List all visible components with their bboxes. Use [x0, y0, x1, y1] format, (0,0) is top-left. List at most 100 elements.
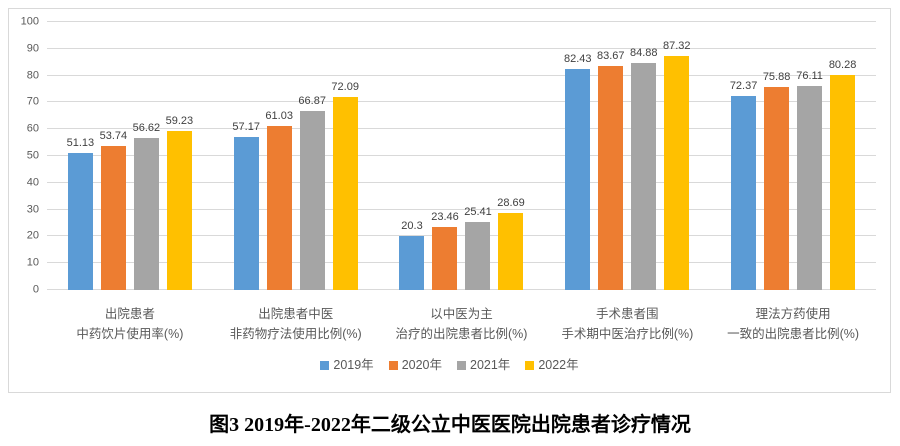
- bar-2022年-cat4: [664, 55, 690, 290]
- gridline: [47, 21, 876, 22]
- bar-2020年-cat2: [266, 126, 292, 290]
- y-axis-tick: 60: [26, 122, 39, 135]
- legend-marker: [320, 360, 330, 370]
- bar-2021年-cat2: [299, 110, 325, 290]
- bar-2022年-cat5: [830, 74, 856, 290]
- bar-group: 20.3 23.46 25.41 28.69: [379, 22, 545, 290]
- bar-value-label: 59.23: [165, 115, 194, 128]
- legend-marker: [525, 360, 535, 370]
- bar-column: 61.03: [265, 22, 293, 290]
- legend-item-2020年: 2020年: [388, 358, 442, 372]
- category-label: 以中医为主治疗的出院患者比例(%): [379, 304, 545, 344]
- bar-value-label: 72.37: [729, 80, 758, 93]
- bar-2019年-cat1: [67, 152, 93, 290]
- bar-value-label: 20.3: [401, 219, 423, 232]
- bar-group: 82.43 83.67 84.88 87.32: [544, 22, 710, 290]
- bar-value-label: 76.11: [796, 70, 823, 83]
- bar-2020年-cat4: [598, 65, 624, 290]
- bar-column: 56.62: [132, 22, 161, 290]
- bar-column: 28.69: [497, 22, 525, 290]
- legend-item-2021年: 2021年: [457, 359, 510, 372]
- legend: 2019年 2020年 2021年 2022年: [9, 359, 890, 372]
- bar-2020年-cat5: [764, 86, 790, 290]
- bar-2021年-cat3: [465, 221, 491, 290]
- y-axis-tick: 90: [26, 42, 39, 55]
- gridline: [47, 235, 876, 237]
- gridline: [47, 181, 876, 183]
- bar-value-label: 28.69: [497, 197, 525, 210]
- bar-value-label: 72.09: [331, 80, 359, 93]
- bar-2019年-cat2: [233, 136, 259, 290]
- category-label-line: 出院患者: [104, 307, 155, 321]
- plot-row: 0 10 20 30 40 50 60 70 80 90 100 51.13 53.74 56.62 59…: [9, 16, 890, 295]
- category-label-line: 一致的出院患者比例(%): [727, 327, 860, 341]
- category-label-line: 治疗的出院患者比例(%): [395, 327, 528, 341]
- gridline: [47, 155, 876, 156]
- bar-value-label: 51.13: [66, 136, 95, 149]
- bar-value-label: 87.32: [663, 39, 691, 52]
- bar-value-label: 25.41: [464, 205, 492, 218]
- legend-label: 2021年: [470, 358, 511, 372]
- bar-value-label: 66.87: [298, 94, 326, 107]
- bar-value-label: 53.74: [99, 129, 128, 142]
- bar-column: 80.28: [829, 22, 856, 290]
- gridline: [47, 47, 876, 49]
- bar-column: 66.87: [298, 22, 326, 290]
- plot-area: 51.13 53.74 56.62 59.23 57.17 61.03 66.87 72.09…: [47, 21, 876, 290]
- y-axis-tick: 70: [26, 95, 39, 108]
- bar-column: 76.11: [796, 22, 823, 290]
- y-axis-tick: 100: [20, 15, 39, 28]
- bar-value-label: 75.88: [762, 70, 791, 83]
- y-axis-tick: 0: [32, 283, 39, 296]
- bar-value-label: 84.88: [630, 46, 658, 59]
- bar-column: 72.37: [729, 22, 758, 290]
- bar-2022年-cat2: [332, 96, 358, 290]
- legend-label: 2020年: [401, 358, 442, 372]
- category-label: 理法方药使用 一致的出院患者比例(%): [710, 304, 876, 344]
- category-label-line: 手术患者围: [596, 307, 659, 321]
- category-label-line: 以中医为主: [430, 307, 493, 321]
- bar-value-label: 82.43: [564, 53, 592, 66]
- bar-2022年-cat3: [498, 213, 524, 290]
- gridline: [47, 208, 876, 210]
- legend-item-2019年: 2019年: [320, 358, 374, 372]
- bar-column: 53.74: [99, 22, 128, 290]
- bar-column: 20.3: [399, 22, 425, 290]
- bar-2019年-cat4: [565, 69, 591, 290]
- bar-2021年-cat5: [797, 86, 823, 290]
- y-axis-tick: 40: [26, 176, 39, 189]
- gridline: [47, 101, 876, 103]
- gridline: [47, 74, 876, 76]
- bar-column: 25.41: [464, 22, 492, 290]
- category-label-line: 手术期中医治疗比例(%): [561, 327, 694, 341]
- y-axis-tick: 80: [26, 69, 39, 82]
- bar-column: 87.32: [663, 22, 691, 290]
- bar-2021年-cat4: [631, 62, 657, 290]
- bar-column: 57.17: [232, 22, 260, 290]
- category-label-line: 出院患者中医: [258, 307, 334, 321]
- bar-column: 84.88: [630, 22, 658, 290]
- gridline: [47, 128, 876, 130]
- bar-value-label: 83.67: [597, 49, 625, 62]
- chart-title: 图3 2019年-2022年二级公立中医医院出院患者诊疗情况: [209, 414, 691, 436]
- y-axis: 0 10 20 30 40 50 60 70 80 90 100: [9, 16, 47, 295]
- legend-label: 2019年: [333, 358, 374, 372]
- bar-2022年-cat1: [166, 131, 192, 290]
- bar-column: 23.46: [431, 22, 459, 290]
- bar-column: 72.09: [331, 22, 359, 290]
- bar-column: 82.43: [564, 22, 592, 290]
- bar-column: 83.67: [597, 22, 625, 290]
- bar-column: 51.13: [66, 22, 95, 290]
- bar-group: 51.13 53.74 56.62 59.23: [47, 22, 213, 290]
- bar-value-label: 23.46: [431, 211, 459, 224]
- bar-2021年-cat1: [133, 138, 159, 290]
- y-axis-tick: 20: [26, 229, 39, 242]
- category-label: 出院患者中医 非药物疗法使用比例(%): [213, 304, 379, 344]
- bar-2019年-cat5: [731, 96, 757, 290]
- bar-2020年-cat3: [432, 227, 458, 290]
- gridline: [47, 262, 876, 264]
- bar-value-label: 57.17: [232, 120, 260, 133]
- legend-marker: [457, 360, 466, 370]
- bar-value-label: 56.62: [132, 122, 161, 135]
- category-label: 出院患者 中药饮片使用率(%): [47, 304, 213, 344]
